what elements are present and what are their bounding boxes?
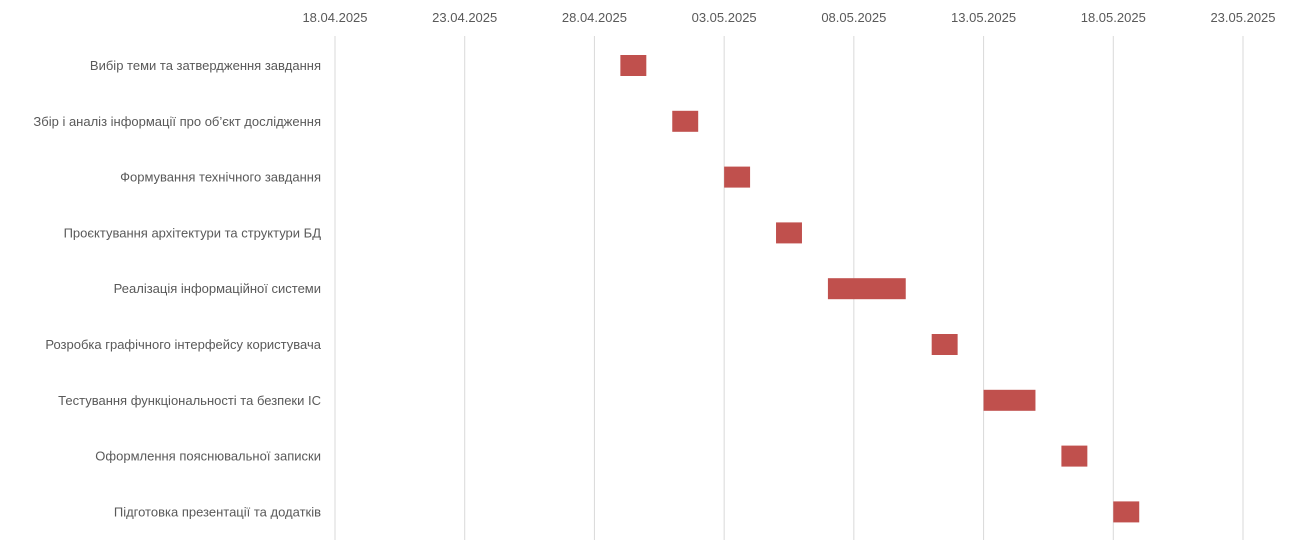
task-label: Оформлення пояснювальної записки [95,449,321,464]
x-tick-label: 28.04.2025 [562,10,627,25]
task-label: Вибір теми та затвердження завдання [90,58,321,73]
task-bar [931,334,958,355]
task-label: Розробка графічного інтерфейсу користува… [45,337,321,352]
x-tick-label: 08.05.2025 [821,10,886,25]
task-bar [1061,445,1088,467]
task-label: Реалізація інформаційної системи [114,281,321,296]
task-bar [620,55,647,76]
task-bar [827,278,906,300]
x-axis-ticks: 18.04.2025 23.04.2025 28.04.2025 03.05.2025… [302,10,1275,25]
x-tick-label: 18.04.2025 [302,10,367,25]
task-bar [776,222,802,244]
x-tick-label: 03.05.2025 [692,10,757,25]
task-label: Проєктування архітектури та структури БД [64,225,322,240]
task-bar [672,110,699,132]
task-label: Тестування функціональності та безпеки І… [58,393,321,408]
task-label: Збір і аналіз інформації про об’єкт досл… [33,114,321,129]
task-bars [620,55,1140,523]
x-tick-label: 23.05.2025 [1210,10,1275,25]
task-labels: Вибір теми та затвердження завдання Збір … [33,58,321,519]
x-tick-label: 18.05.2025 [1081,10,1146,25]
task-bar [724,166,751,188]
task-label: Підготовка презентації та додатків [114,504,321,519]
grid-lines [334,36,1244,540]
task-bar [983,389,1036,411]
task-label: Формування технічного завдання [120,170,321,185]
x-tick-label: 23.04.2025 [432,10,497,25]
task-bar [1113,501,1140,523]
x-tick-label: 13.05.2025 [951,10,1016,25]
